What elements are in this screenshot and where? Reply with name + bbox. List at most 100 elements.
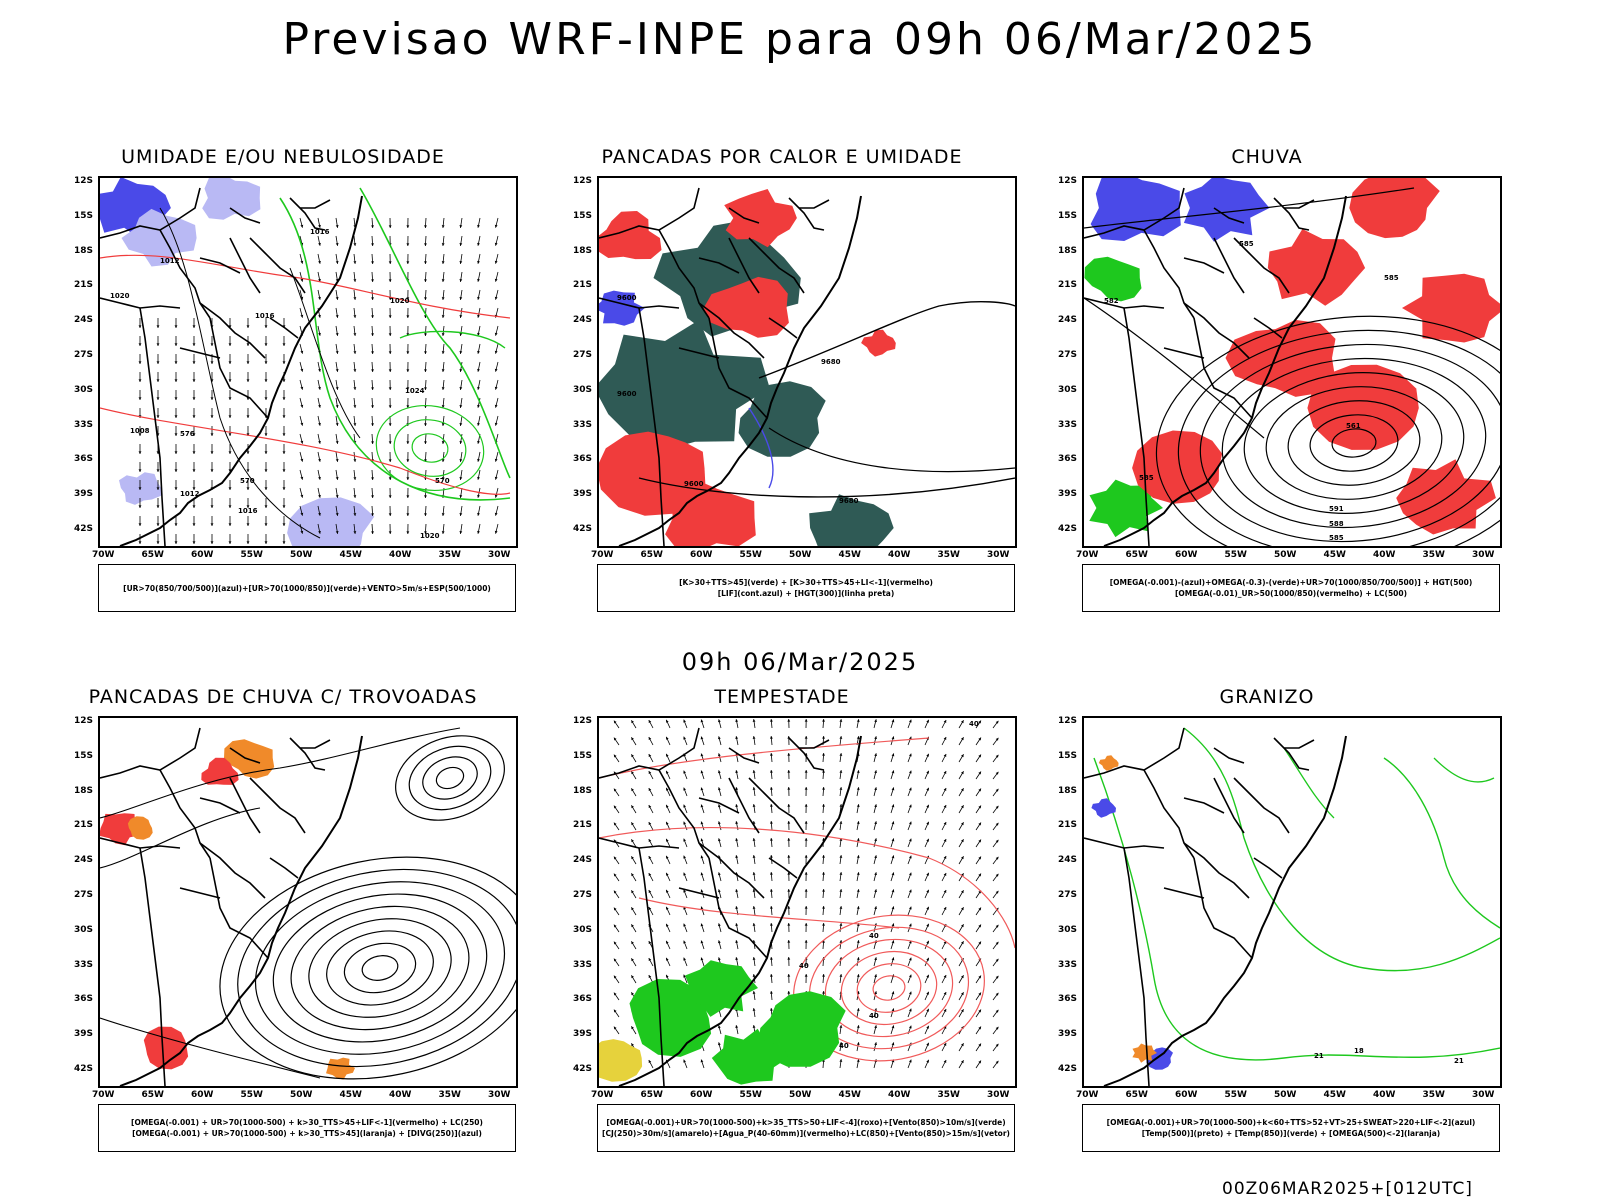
wind-vector-head: [613, 856, 617, 860]
wind-vector-head: [174, 505, 178, 508]
lat-tick-label: 24S: [573, 855, 593, 866]
wind-vector-head: [787, 974, 791, 977]
contour-label: 9600: [617, 294, 637, 302]
country-border: [708, 317, 768, 419]
wind-vector-head: [631, 975, 634, 979]
wind-vector-head: [477, 440, 480, 444]
wind-vector-head: [822, 787, 825, 790]
country-border: [1193, 317, 1253, 419]
wind-vector-head: [282, 433, 286, 436]
wind-vector-head: [300, 422, 304, 426]
lon-tick-label: 60W: [191, 550, 214, 560]
wind-vector-head: [648, 805, 652, 809]
wind-vector-head: [494, 512, 498, 516]
wind-vector-head: [769, 753, 773, 756]
wind-vector-head: [978, 907, 982, 911]
wind-vector-head: [335, 243, 339, 246]
wind-vector-head: [192, 523, 196, 526]
wind-vector-head: [769, 838, 773, 841]
red-contour: [824, 938, 954, 1038]
wind-vector-head: [822, 906, 825, 909]
wind-vector-head: [335, 531, 339, 534]
lat-tick-label: 33S: [1058, 959, 1078, 970]
lat-tick-label: 36S: [74, 454, 94, 465]
wind-vector-head: [683, 838, 687, 842]
wind-vector-head: [666, 855, 669, 859]
wind-vector-head: [335, 261, 339, 264]
wind-vector-head: [228, 361, 232, 364]
lon-tick-label: 35W: [937, 1090, 960, 1100]
wind-vector-head: [631, 720, 634, 724]
wind-vector-head: [318, 242, 321, 246]
wind-vector-head: [995, 1060, 999, 1064]
country-border: [799, 199, 830, 209]
wind-vector-head: [228, 523, 232, 526]
wind-vector-head: [995, 958, 999, 962]
wind-vector-head: [804, 804, 808, 807]
wind-vector-head: [891, 1008, 895, 1012]
wind-vector-head: [388, 513, 392, 516]
lon-tick-label: 60W: [1175, 1090, 1198, 1100]
green-temp850-contour: [1093, 757, 1500, 1061]
lon-tick-label: 60W: [1175, 550, 1198, 560]
lat-tick-label: 39S: [74, 489, 94, 500]
wind-vector-head: [648, 720, 652, 724]
wind-vector-head: [717, 804, 721, 808]
wind-vector-head: [822, 719, 825, 722]
wind-vector-head: [228, 451, 232, 454]
hgt300-line: [758, 301, 1015, 379]
wind-vector-head: [891, 753, 895, 757]
hgt500-contour: [1331, 428, 1377, 458]
lat-tick-label: 39S: [1058, 489, 1078, 500]
wind-vector-head: [494, 386, 498, 390]
wind-vector-head: [856, 787, 860, 791]
country-border: [678, 887, 720, 899]
wind-vector-head: [769, 719, 773, 722]
green-contour: [399, 330, 506, 349]
wind-vector-head: [700, 889, 704, 893]
country-border: [1193, 857, 1253, 959]
wind-vector-head: [822, 770, 825, 773]
red-contour: [599, 737, 930, 779]
wind-vector-head: [891, 1025, 895, 1029]
wind-vector-head: [874, 855, 877, 859]
country-border: [100, 727, 201, 779]
wind-vector-head: [787, 753, 791, 756]
legend-line: [OMEGA(-0.01)_UR>50(1000/850)(vermelho) …: [1174, 589, 1408, 598]
wind-vector-head: [666, 872, 669, 876]
streamline: [422, 756, 478, 800]
wind-vector-head: [735, 940, 739, 944]
wind-vector-head: [683, 957, 687, 961]
wind-vector-head: [769, 923, 773, 926]
wind-vector-head: [978, 1060, 982, 1064]
wind-vector-head: [943, 720, 947, 724]
wind-vector-head: [666, 940, 669, 944]
wind-vector-head: [822, 855, 825, 858]
wind-vector-head: [666, 821, 669, 825]
wind-vector-head: [926, 1059, 929, 1063]
wind-vector-head: [666, 838, 669, 842]
blue-lif-contour-area: [599, 290, 645, 326]
wind-vector-head: [138, 397, 142, 400]
wind-vector-head: [752, 736, 756, 739]
wind-vector-head: [406, 315, 410, 318]
country-border: [179, 347, 221, 359]
wind-vector-head: [874, 906, 877, 910]
lon-tick-label: 70W: [1076, 1090, 1099, 1100]
run-footer: 00Z06MAR2025+[012UTC]: [1222, 1179, 1473, 1199]
hgt500-contour: [1243, 372, 1465, 514]
wind-vector-head: [839, 872, 843, 875]
wind-vector-head: [735, 1025, 739, 1029]
contour-label: 585: [1139, 474, 1154, 482]
orange-storm-area: [127, 816, 153, 840]
lon-tick-label: 30W: [1472, 550, 1495, 560]
lat-tick-label: 15S: [573, 210, 593, 221]
panel-legend: [OMEGA(-0.001)+UR>70(1000-500)+k>35_TTS>…: [597, 1104, 1015, 1152]
wind-vector-head: [353, 477, 357, 480]
wind-vector-head: [441, 351, 445, 354]
wind-vector-head: [769, 906, 773, 909]
wind-vector-head: [995, 788, 999, 792]
wind-vector-head: [424, 495, 427, 498]
wind-vector-head: [318, 386, 321, 390]
wind-vector-head: [441, 459, 445, 462]
